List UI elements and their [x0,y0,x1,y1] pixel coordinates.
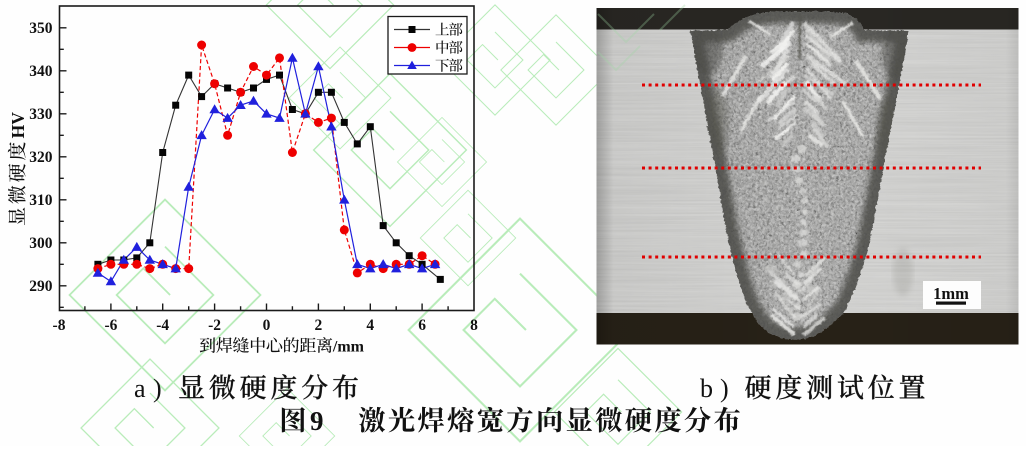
svg-text:-8: -8 [53,317,66,334]
svg-text:4: 4 [366,317,374,334]
svg-text:340: 340 [29,63,53,80]
svg-text:): ) [153,374,162,403]
svg-text:-6: -6 [104,317,117,334]
svg-text:1mm: 1mm [933,284,969,303]
svg-text:290: 290 [29,278,53,295]
svg-text:a: a [134,374,146,403]
svg-text:b: b [700,374,713,403]
svg-text:320: 320 [29,149,53,166]
svg-text:310: 310 [29,192,53,209]
svg-text:330: 330 [29,106,53,123]
svg-text:300: 300 [29,235,53,252]
svg-text:): ) [720,374,729,403]
svg-text:0: 0 [263,317,271,334]
svg-text:9: 9 [310,406,324,436]
svg-text:2: 2 [315,317,323,334]
svg-text:350: 350 [29,20,53,37]
svg-text:-4: -4 [156,317,169,334]
svg-text:HV: HV [8,112,28,139]
svg-text:6: 6 [418,317,426,334]
svg-text:/mm: /mm [332,339,365,356]
svg-text:8: 8 [470,317,478,334]
svg-text:-2: -2 [208,317,221,334]
